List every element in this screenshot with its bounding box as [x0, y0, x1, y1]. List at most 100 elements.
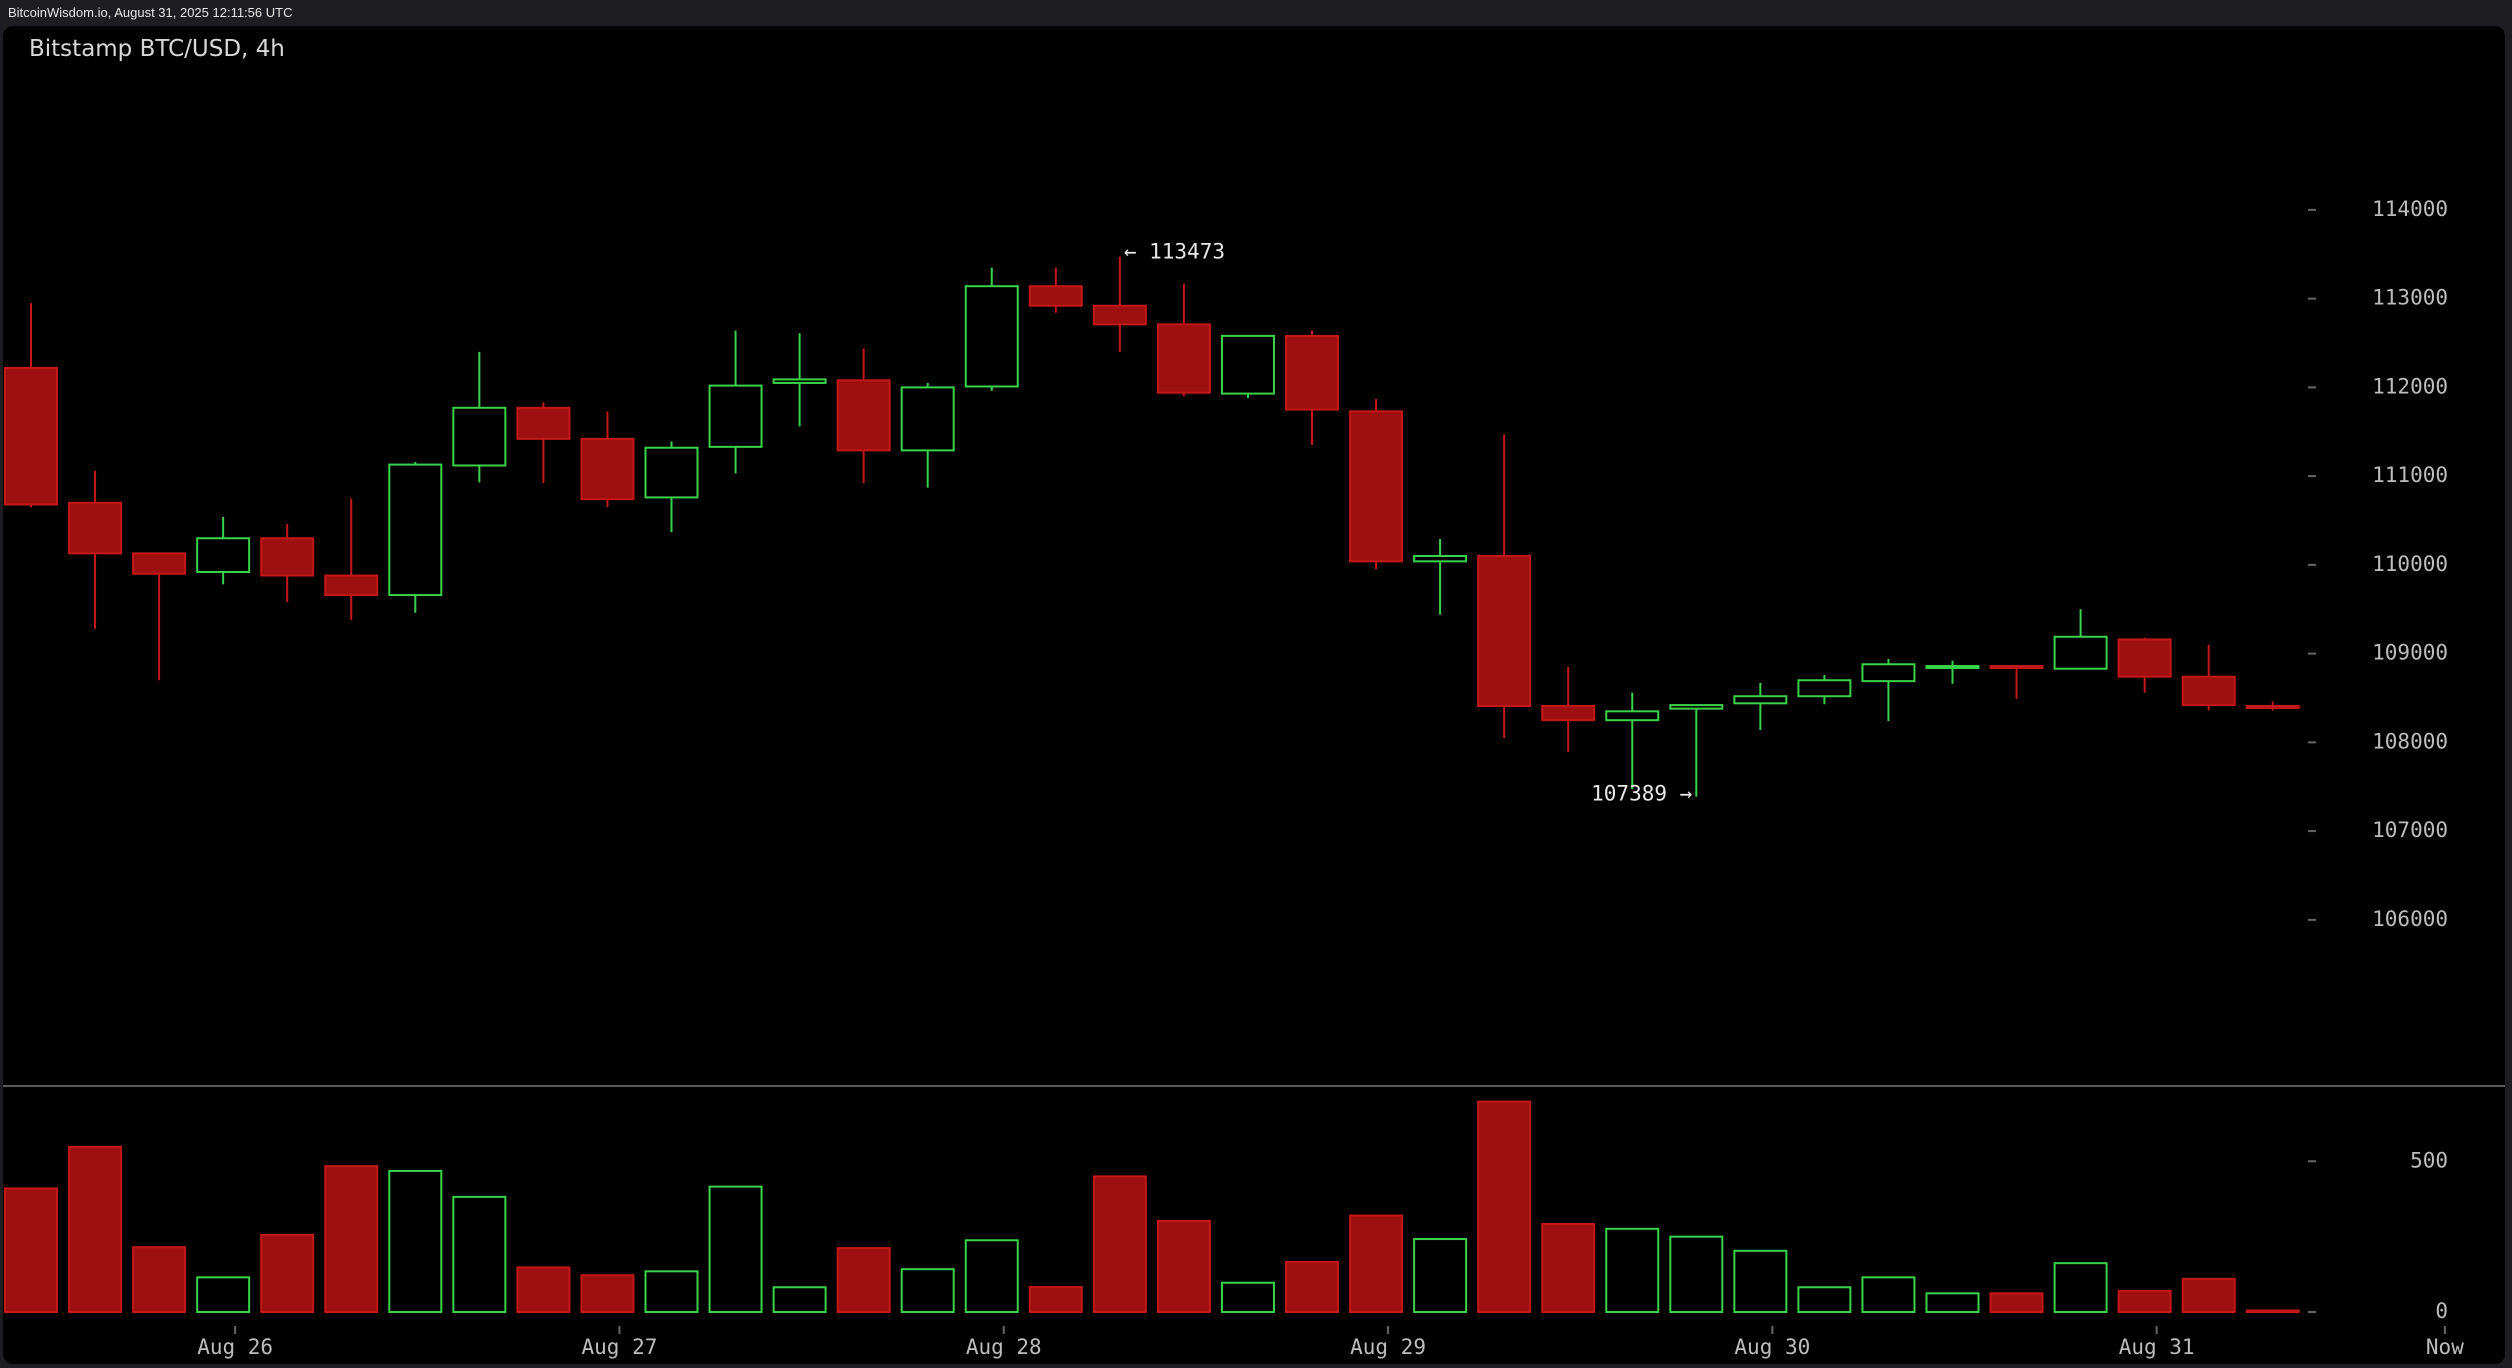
price-tick-label: 108000	[2372, 729, 2448, 753]
volume-bar	[644, 1270, 699, 1313]
volume-tick-label: 0	[2435, 1299, 2448, 1323]
volume-bar	[1220, 1281, 1275, 1314]
volume-bar	[1413, 1238, 1468, 1314]
price-tick-label: 110000	[2372, 552, 2448, 576]
volume-bar	[1477, 1100, 1532, 1314]
volume-bar	[132, 1246, 187, 1314]
time-axis: Aug 26 Aug 27 Aug 28 Aug 29 Aug 30 Aug 31 Now	[197, 1326, 2464, 1359]
volume-bar	[580, 1274, 635, 1313]
candle-body	[1861, 663, 1916, 683]
volume-bar	[1925, 1292, 1980, 1313]
volume-bars	[4, 1100, 2300, 1314]
chart-panel[interactable]: 114000 113000 112000 111000 110000 109000 1080…	[3, 26, 2505, 1364]
volume-bar	[196, 1276, 251, 1313]
time-tick-label: Aug 26	[197, 1335, 273, 1359]
high-annotation: ← 113473	[1124, 240, 1225, 264]
volume-bar	[388, 1169, 443, 1313]
chart-title: Bitstamp BTC/USD, 4h	[29, 36, 285, 62]
volume-bar	[260, 1233, 315, 1313]
price-tick-label: 112000	[2372, 374, 2448, 398]
candle-body	[772, 378, 827, 384]
volume-bar	[516, 1266, 571, 1313]
volume-bar	[1797, 1286, 1852, 1313]
price-tick-label: 114000	[2372, 197, 2448, 221]
candle-body	[516, 406, 571, 440]
time-tick-label: Aug 27	[582, 1335, 658, 1359]
candle-body	[1220, 334, 1275, 395]
price-tick-label: 111000	[2372, 463, 2448, 487]
candle-body	[708, 384, 763, 448]
volume-bar	[2245, 1309, 2300, 1313]
volume-bar	[708, 1185, 763, 1313]
low-annotation: 107389 →	[1591, 782, 1692, 806]
source-timestamp: BitcoinWisdom.io, August 31, 2025 12:11:…	[8, 5, 293, 20]
time-tick-label: Aug 28	[966, 1335, 1042, 1359]
candle-body	[2053, 635, 2108, 670]
volume-bar	[1541, 1222, 1596, 1314]
price-tick-label: 106000	[2372, 907, 2448, 931]
candle-body	[900, 386, 955, 452]
volume-bar	[1669, 1235, 1724, 1313]
volume-bar	[1349, 1214, 1404, 1313]
price-candles	[4, 256, 2300, 797]
volume-bar	[1285, 1260, 1339, 1314]
price-tick-label: 113000	[2372, 286, 2448, 310]
volume-bar	[1156, 1219, 1211, 1314]
volume-bar	[4, 1187, 58, 1314]
candle-body	[1797, 679, 1852, 698]
candle-body	[1925, 665, 1980, 670]
candle-body	[68, 501, 123, 555]
volume-bar	[1028, 1285, 1083, 1314]
volume-bar	[1733, 1249, 1788, 1314]
volume-bar	[900, 1268, 955, 1313]
volume-bar	[2181, 1277, 2236, 1314]
candle-body	[1989, 665, 2044, 670]
volume-bar	[1092, 1175, 1147, 1314]
volume-bar	[1861, 1276, 1916, 1313]
candle-body	[4, 366, 58, 506]
candle-body	[1028, 285, 1083, 307]
candle-body	[1285, 334, 1339, 411]
volume-bar	[1605, 1227, 1660, 1313]
time-tick-label: Now	[2426, 1335, 2464, 1359]
candle-body	[580, 437, 635, 501]
candle-body	[964, 285, 1019, 388]
candle-body	[196, 537, 251, 573]
candle-body	[1605, 710, 1660, 722]
volume-bar	[1989, 1292, 2044, 1313]
candle-body	[452, 406, 507, 467]
volume-bar	[772, 1286, 827, 1313]
volume-bar	[324, 1165, 379, 1313]
candle-body	[324, 574, 379, 597]
candle-body	[1669, 704, 1724, 710]
candle-body	[836, 379, 891, 452]
volume-bar	[836, 1247, 891, 1314]
candle-body	[1349, 410, 1404, 563]
candle-body	[388, 463, 443, 597]
volume-bar	[68, 1145, 123, 1313]
volume-bar	[2053, 1262, 2108, 1314]
candle-body	[2117, 638, 2172, 678]
time-tick-label: Aug 29	[1350, 1335, 1426, 1359]
price-tick-label: 107000	[2372, 818, 2448, 842]
volume-bar	[964, 1239, 1019, 1314]
candle-body	[1477, 555, 1532, 707]
volume-axis: 500 0	[2308, 1148, 2448, 1323]
candle-body	[260, 537, 315, 577]
candle-body	[1413, 555, 1468, 563]
candlestick-chart[interactable]: 114000 113000 112000 111000 110000 109000 1080…	[3, 26, 2505, 1364]
candle-body	[1092, 304, 1147, 326]
candle-body	[1733, 695, 1788, 705]
time-tick-label: Aug 31	[2119, 1335, 2195, 1359]
top-bar: BitcoinWisdom.io, August 31, 2025 12:11:…	[0, 0, 2512, 26]
price-axis: 114000 113000 112000 111000 110000 109000 1080…	[2308, 197, 2448, 931]
candle-body	[132, 552, 187, 575]
candle-body	[2245, 704, 2300, 709]
candle-body	[1541, 704, 1596, 722]
time-tick-label: Aug 30	[1734, 1335, 1810, 1359]
volume-bar	[452, 1195, 507, 1313]
volume-tick-label: 500	[2410, 1148, 2448, 1172]
candle-body	[644, 446, 699, 499]
candle-body	[2181, 675, 2236, 707]
price-tick-label: 109000	[2372, 641, 2448, 665]
